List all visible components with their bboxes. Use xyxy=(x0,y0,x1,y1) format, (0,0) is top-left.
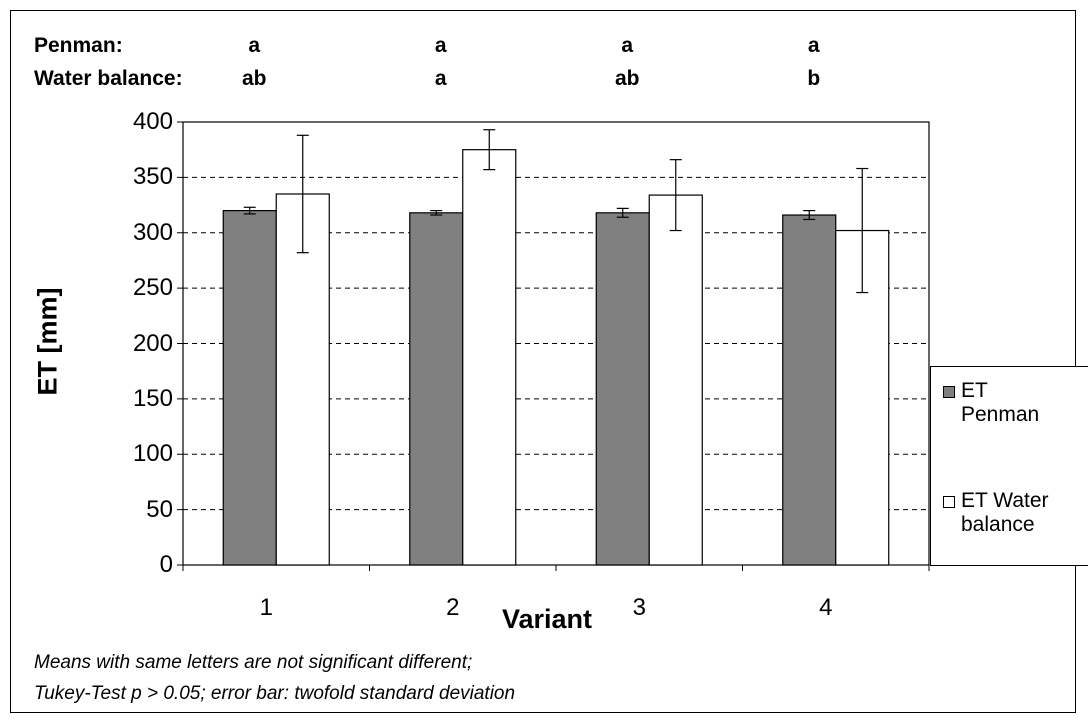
y-tick-label: 0 xyxy=(159,551,173,578)
bar-water-balance xyxy=(275,193,330,566)
sig-letter: ab xyxy=(241,67,267,90)
sig-letter: a xyxy=(434,67,447,90)
y-tick-label: 350 xyxy=(132,163,173,191)
y-tick-label: 400 xyxy=(132,108,173,135)
sig-letter: a xyxy=(621,34,634,57)
sig-letter: a xyxy=(248,34,261,57)
y-tick-label: 50 xyxy=(146,495,173,523)
footnote-line-1: Means with same letters are not signific… xyxy=(34,652,473,673)
sig-label-penman: Penman: xyxy=(34,34,123,57)
x-tick-label: 1 xyxy=(259,594,273,621)
x-tick-label: 4 xyxy=(819,594,833,621)
bar-penman xyxy=(222,210,277,566)
legend: ET Penman ET Water balance xyxy=(930,366,1088,566)
sig-label-water-balance: Water balance: xyxy=(34,67,183,90)
sig-letter: a xyxy=(434,34,447,57)
bar-penman xyxy=(595,212,650,566)
y-tick-label: 300 xyxy=(132,218,173,246)
y-tick-label: 250 xyxy=(132,274,173,302)
footnote-line-2: Tukey-Test p > 0.05; error bar: twofold … xyxy=(34,683,516,704)
bar-penman xyxy=(782,214,837,566)
legend-swatch-penman xyxy=(943,386,955,398)
sig-letter: a xyxy=(807,34,820,57)
bar-penman xyxy=(409,212,464,566)
sig-letter: ab xyxy=(614,67,640,90)
y-tick-label: 200 xyxy=(132,329,173,357)
x-axis-label: Variant xyxy=(502,604,593,634)
bar-water-balance xyxy=(462,149,517,566)
y-tick-label: 100 xyxy=(132,440,173,468)
x-tick-label: 2 xyxy=(446,594,460,621)
legend-label-water-balance-line1: ET Water xyxy=(961,489,1049,512)
chart-frame xyxy=(10,10,1076,713)
y-tick-label: 150 xyxy=(132,384,173,412)
sig-letter: b xyxy=(807,67,821,90)
bar-water-balance xyxy=(648,194,703,566)
legend-label-penman-line2: Penman xyxy=(961,403,1040,426)
legend-swatch-water-balance xyxy=(943,496,955,508)
y-axis-label: ET [mm] xyxy=(32,287,63,396)
legend-label-penman-line1: ET xyxy=(961,379,988,402)
x-tick-label: 3 xyxy=(632,594,646,621)
legend-label-water-balance-line2: balance xyxy=(961,513,1035,536)
